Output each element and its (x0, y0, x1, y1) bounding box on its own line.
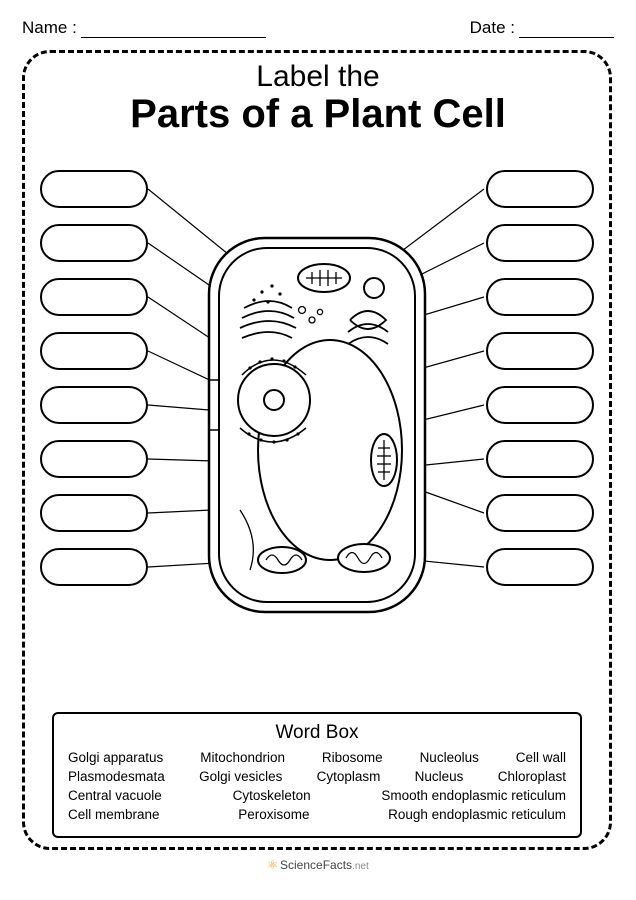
diagram-area (22, 150, 612, 680)
date-line[interactable] (519, 24, 614, 38)
date-label: Date : (470, 18, 515, 38)
atom-icon: ⚛ (267, 858, 278, 872)
wordbox-row-2: Plasmodesmata Golgi vesicles Cytoplasm Nucl… (68, 769, 566, 784)
right-blank-2[interactable] (486, 224, 594, 262)
date-field[interactable]: Date : (470, 18, 614, 38)
wordbox-term: Cell wall (516, 750, 566, 765)
right-blank-6[interactable] (486, 440, 594, 478)
left-blank-6[interactable] (40, 440, 148, 478)
left-blank-4[interactable] (40, 332, 148, 370)
wordbox-term: Peroxisome (238, 807, 309, 822)
right-blank-8[interactable] (486, 548, 594, 586)
wordbox-term: Cytoskeleton (233, 788, 311, 803)
wordbox-term: Smooth endoplasmic reticulum (381, 788, 566, 803)
credit-brand: ScienceFacts (280, 858, 352, 872)
credit-line: ⚛ScienceFacts.net (0, 858, 636, 872)
right-blank-7[interactable] (486, 494, 594, 532)
wordbox-row-1: Golgi apparatus Mitochondrion Ribosome Nucl… (68, 750, 566, 765)
right-blank-4[interactable] (486, 332, 594, 370)
wordbox-term: Chloroplast (498, 769, 566, 784)
title-line1: Label the (0, 60, 636, 94)
right-blank-1[interactable] (486, 170, 594, 208)
wordbox-term: Nucleus (415, 769, 464, 784)
wordbox-term: Cell membrane (68, 807, 160, 822)
name-label: Name : (22, 18, 77, 38)
wordbox-term: Cytoplasm (317, 769, 381, 784)
left-blank-8[interactable] (40, 548, 148, 586)
worksheet-header: Name : Date : (22, 18, 614, 38)
wordbox-term: Mitochondrion (200, 750, 285, 765)
name-field[interactable]: Name : (22, 18, 266, 38)
wordbox-term: Central vacuole (68, 788, 162, 803)
right-blank-5[interactable] (486, 386, 594, 424)
credit-suffix: .net (352, 861, 369, 872)
left-blank-3[interactable] (40, 278, 148, 316)
name-line[interactable] (81, 24, 266, 38)
word-box: Word Box Golgi apparatus Mitochondrion Rib… (52, 712, 582, 838)
right-blank-3[interactable] (486, 278, 594, 316)
worksheet-title: Label the Parts of a Plant Cell (0, 60, 636, 137)
wordbox-term: Ribosome (322, 750, 383, 765)
wordbox-title: Word Box (68, 722, 566, 744)
wordbox-term: Plasmodesmata (68, 769, 165, 784)
wordbox-row-4: Cell membrane Peroxisome Rough endoplasmic… (68, 807, 566, 822)
wordbox-term: Golgi vesicles (199, 769, 282, 784)
left-blank-1[interactable] (40, 170, 148, 208)
left-blank-5[interactable] (40, 386, 148, 424)
title-line2: Parts of a Plant Cell (0, 92, 636, 137)
wordbox-term: Nucleolus (420, 750, 479, 765)
wordbox-term: Rough endoplasmic reticulum (388, 807, 566, 822)
left-blank-2[interactable] (40, 224, 148, 262)
left-blank-7[interactable] (40, 494, 148, 532)
wordbox-term: Golgi apparatus (68, 750, 163, 765)
wordbox-row-3: Central vacuole Cytoskeleton Smooth endopl… (68, 788, 566, 803)
